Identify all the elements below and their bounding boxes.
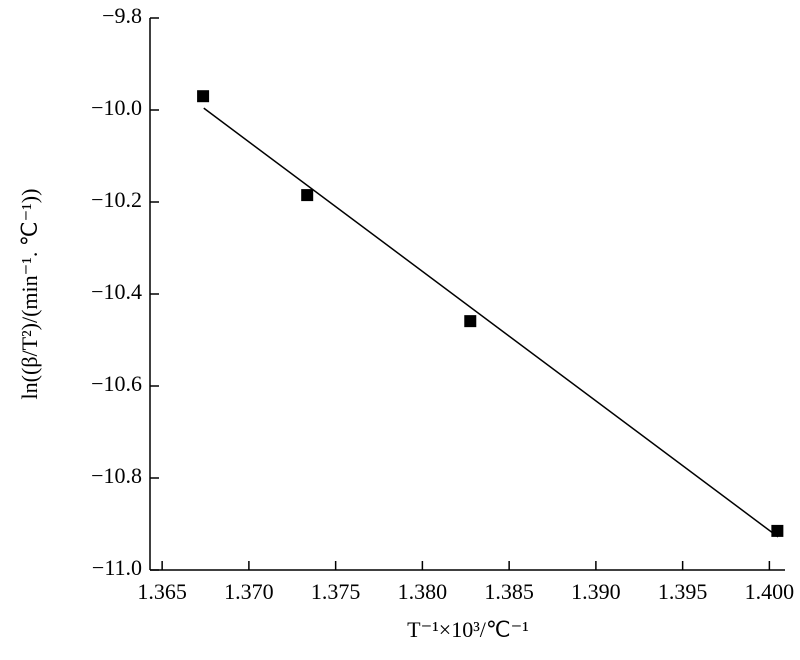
x-tick-label: 1.370	[224, 579, 274, 604]
y-tick-label: −10.2	[91, 187, 142, 212]
y-tick-label: −10.8	[91, 463, 142, 488]
x-tick-label: 1.365	[137, 579, 187, 604]
point	[301, 189, 314, 202]
point	[464, 315, 477, 328]
x-tick-label: 1.390	[571, 579, 621, 604]
y-axis-label: ln((β/T²)/(min⁻¹. ℃⁻¹))	[17, 189, 42, 400]
y-tick-label: −10.4	[91, 279, 142, 304]
y-tick-label: −10.6	[91, 371, 142, 396]
y-tick-label: −11.0	[92, 555, 142, 580]
point	[197, 90, 210, 103]
x-tick-label: 1.375	[311, 579, 361, 604]
y-tick-label: −9.8	[102, 3, 142, 28]
x-tick-label: 1.400	[745, 579, 795, 604]
y-tick-label: −10.0	[91, 95, 142, 120]
point	[771, 524, 784, 537]
fit-line	[203, 107, 779, 538]
x-axis-label: T⁻¹×10³/℃⁻¹	[407, 617, 529, 642]
x-tick-label: 1.395	[658, 579, 708, 604]
x-tick-label: 1.380	[398, 579, 448, 604]
x-tick-label: 1.385	[484, 579, 534, 604]
